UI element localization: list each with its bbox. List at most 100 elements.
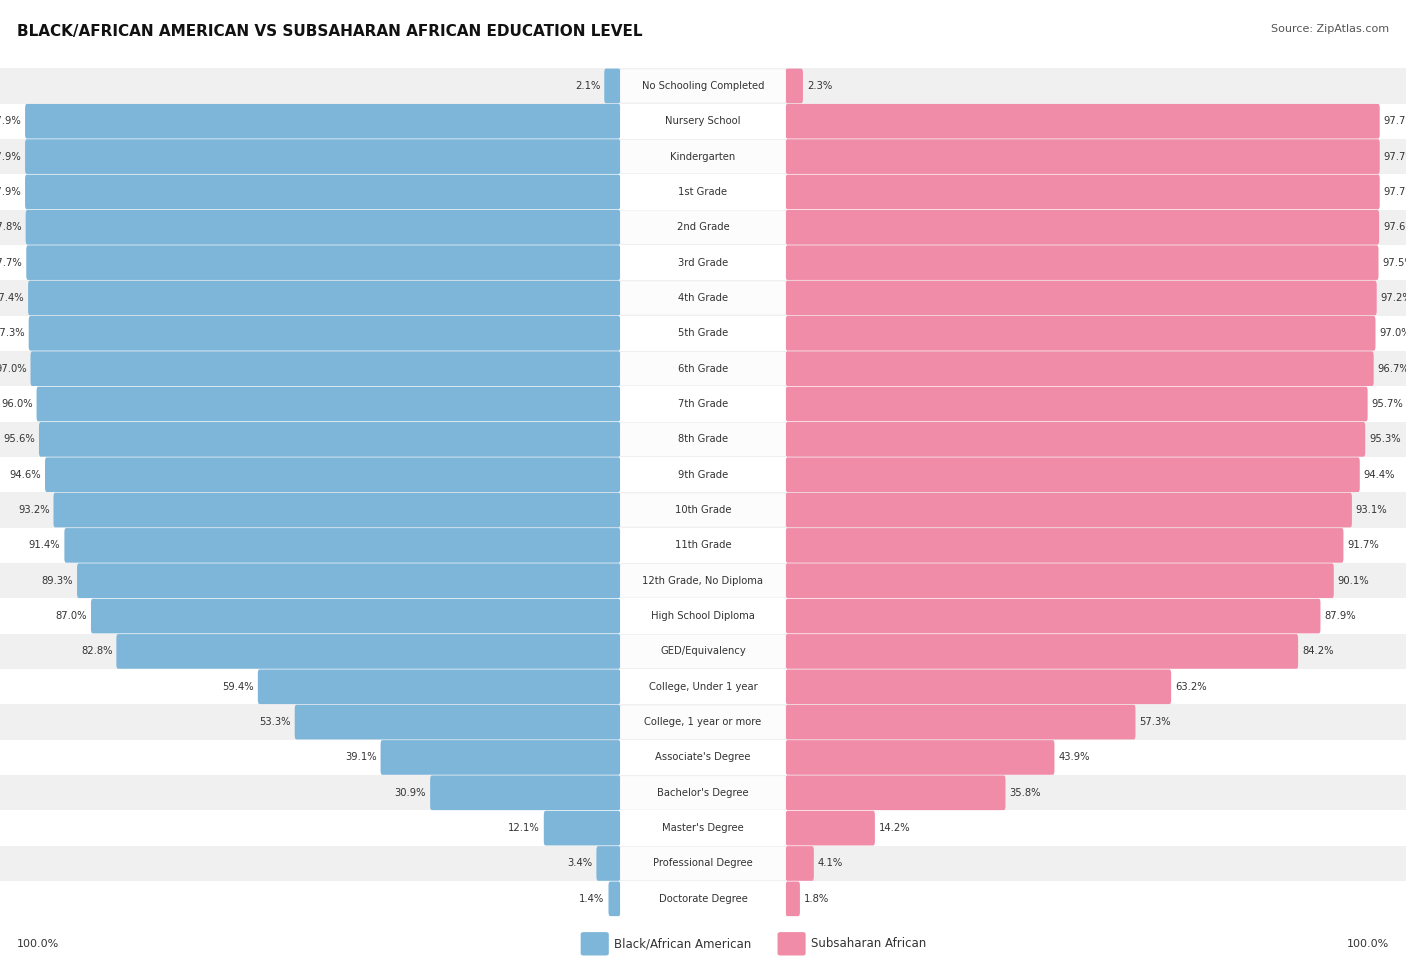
FancyBboxPatch shape (620, 847, 786, 880)
FancyBboxPatch shape (786, 316, 1375, 351)
Text: 97.4%: 97.4% (0, 292, 24, 303)
Text: 1st Grade: 1st Grade (679, 187, 727, 197)
Text: Master's Degree: Master's Degree (662, 823, 744, 834)
FancyBboxPatch shape (786, 210, 1379, 245)
Text: 30.9%: 30.9% (395, 788, 426, 798)
Text: Source: ZipAtlas.com: Source: ZipAtlas.com (1271, 24, 1389, 34)
FancyBboxPatch shape (786, 246, 1378, 280)
Bar (0, 351, 1406, 386)
Bar (0, 139, 1406, 175)
Text: GED/Equivalency: GED/Equivalency (661, 646, 745, 656)
Text: 5th Grade: 5th Grade (678, 329, 728, 338)
FancyBboxPatch shape (65, 528, 620, 563)
Text: 63.2%: 63.2% (1175, 682, 1206, 692)
FancyBboxPatch shape (786, 846, 814, 880)
FancyBboxPatch shape (786, 881, 800, 916)
FancyBboxPatch shape (620, 246, 786, 279)
FancyBboxPatch shape (786, 564, 1334, 598)
Text: 4.1%: 4.1% (818, 858, 844, 869)
Text: 84.2%: 84.2% (1302, 646, 1333, 656)
FancyBboxPatch shape (786, 387, 1368, 421)
Text: 12.1%: 12.1% (508, 823, 540, 834)
Bar (0, 281, 1406, 316)
Text: 87.0%: 87.0% (55, 611, 87, 621)
Bar (0, 775, 1406, 810)
Text: 97.7%: 97.7% (1384, 151, 1406, 162)
FancyBboxPatch shape (91, 599, 620, 634)
Text: 43.9%: 43.9% (1059, 753, 1090, 762)
Text: 7th Grade: 7th Grade (678, 399, 728, 410)
Text: 1.8%: 1.8% (804, 894, 830, 904)
Text: 2.1%: 2.1% (575, 81, 600, 91)
Bar (0, 634, 1406, 669)
FancyBboxPatch shape (786, 811, 875, 845)
Text: 94.4%: 94.4% (1364, 470, 1395, 480)
FancyBboxPatch shape (620, 104, 786, 137)
FancyBboxPatch shape (77, 564, 620, 598)
Text: Subsaharan African: Subsaharan African (811, 937, 927, 951)
Text: 95.7%: 95.7% (1372, 399, 1403, 410)
Text: 97.8%: 97.8% (0, 222, 21, 232)
FancyBboxPatch shape (620, 811, 786, 844)
Bar (0, 599, 1406, 634)
Bar (0, 669, 1406, 704)
Text: 1.4%: 1.4% (579, 894, 605, 904)
Text: 93.1%: 93.1% (1355, 505, 1388, 515)
Text: High School Diploma: High School Diploma (651, 611, 755, 621)
FancyBboxPatch shape (786, 599, 1320, 634)
FancyBboxPatch shape (620, 387, 786, 420)
Bar (0, 386, 1406, 422)
FancyBboxPatch shape (620, 776, 786, 809)
Text: Doctorate Degree: Doctorate Degree (658, 894, 748, 904)
Text: 9th Grade: 9th Grade (678, 470, 728, 480)
FancyBboxPatch shape (786, 775, 1005, 810)
FancyBboxPatch shape (620, 741, 786, 774)
Text: 10th Grade: 10th Grade (675, 505, 731, 515)
FancyBboxPatch shape (295, 705, 620, 739)
Text: 95.6%: 95.6% (3, 434, 35, 445)
Text: 59.4%: 59.4% (222, 682, 254, 692)
Text: Bachelor's Degree: Bachelor's Degree (657, 788, 749, 798)
FancyBboxPatch shape (25, 175, 620, 210)
Text: 2.3%: 2.3% (807, 81, 832, 91)
Text: College, Under 1 year: College, Under 1 year (648, 682, 758, 692)
Text: No Schooling Completed: No Schooling Completed (641, 81, 765, 91)
Bar (0, 175, 1406, 210)
Text: Associate's Degree: Associate's Degree (655, 753, 751, 762)
Text: 97.2%: 97.2% (1381, 292, 1406, 303)
FancyBboxPatch shape (25, 210, 620, 245)
FancyBboxPatch shape (45, 457, 620, 492)
FancyBboxPatch shape (786, 68, 803, 103)
FancyBboxPatch shape (620, 211, 786, 244)
Text: 14.2%: 14.2% (879, 823, 911, 834)
Text: 97.7%: 97.7% (1384, 187, 1406, 197)
Text: 8th Grade: 8th Grade (678, 434, 728, 445)
FancyBboxPatch shape (39, 422, 620, 456)
Text: 39.1%: 39.1% (344, 753, 377, 762)
Text: Kindergarten: Kindergarten (671, 151, 735, 162)
Text: 12th Grade, No Diploma: 12th Grade, No Diploma (643, 575, 763, 586)
Text: 6th Grade: 6th Grade (678, 364, 728, 373)
FancyBboxPatch shape (28, 316, 620, 351)
Text: 95.3%: 95.3% (1369, 434, 1400, 445)
FancyBboxPatch shape (620, 670, 786, 703)
Bar (0, 210, 1406, 245)
Text: 97.0%: 97.0% (1379, 329, 1406, 338)
Bar (0, 68, 1406, 103)
FancyBboxPatch shape (620, 69, 786, 102)
FancyBboxPatch shape (117, 634, 620, 669)
FancyBboxPatch shape (620, 882, 786, 916)
FancyBboxPatch shape (25, 139, 620, 174)
FancyBboxPatch shape (620, 706, 786, 739)
Text: 97.7%: 97.7% (1384, 116, 1406, 127)
FancyBboxPatch shape (786, 634, 1298, 669)
Text: 3.4%: 3.4% (568, 858, 592, 869)
Text: 96.7%: 96.7% (1378, 364, 1406, 373)
Bar (0, 422, 1406, 457)
FancyBboxPatch shape (596, 846, 620, 880)
FancyBboxPatch shape (620, 176, 786, 209)
Text: BLACK/AFRICAN AMERICAN VS SUBSAHARAN AFRICAN EDUCATION LEVEL: BLACK/AFRICAN AMERICAN VS SUBSAHARAN AFR… (17, 24, 643, 39)
Text: 53.3%: 53.3% (259, 717, 291, 727)
Bar (0, 103, 1406, 139)
Text: 97.9%: 97.9% (0, 187, 21, 197)
